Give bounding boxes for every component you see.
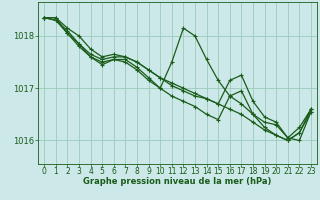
X-axis label: Graphe pression niveau de la mer (hPa): Graphe pression niveau de la mer (hPa) [84, 177, 272, 186]
